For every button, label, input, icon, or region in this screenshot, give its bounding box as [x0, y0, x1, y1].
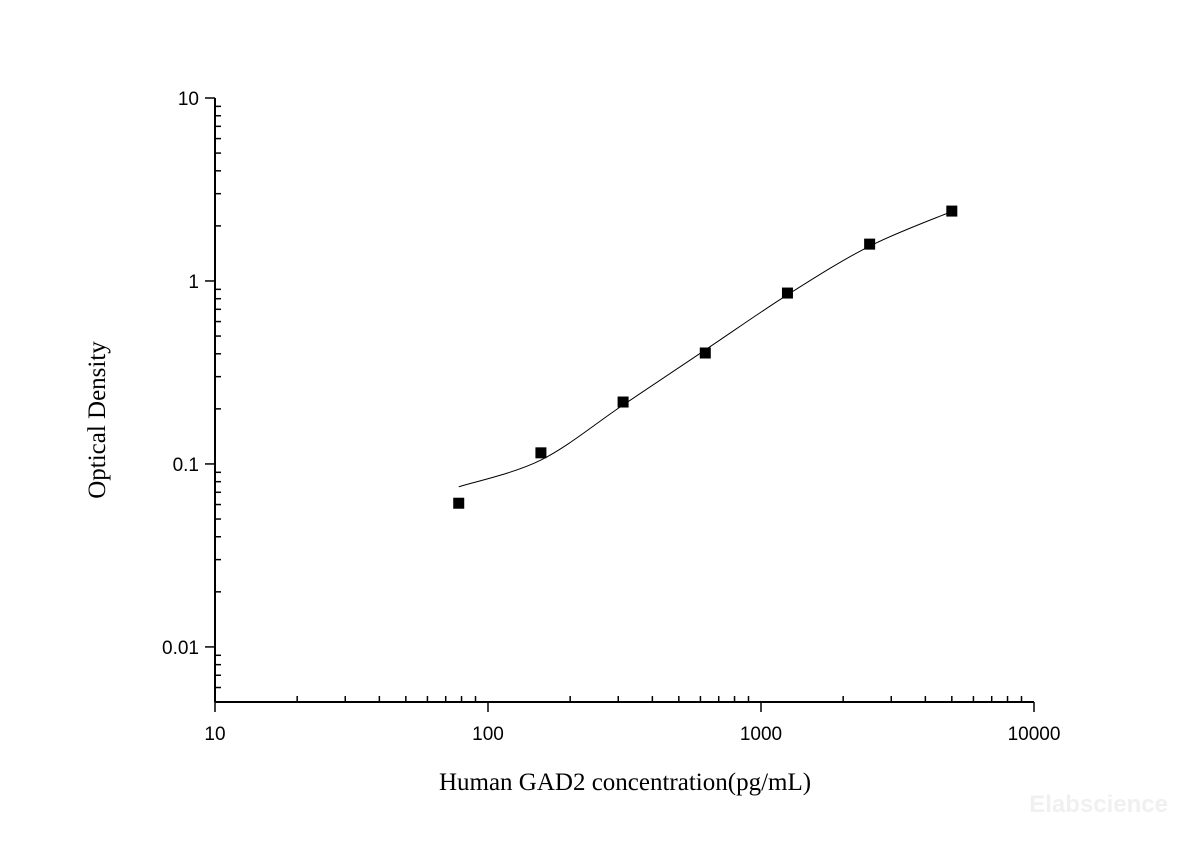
data-point [453, 497, 465, 509]
y-axis-title: Optical Density [84, 341, 111, 499]
tick-labels: 10 100 1000 10000 0.01 0.1 1 10 [162, 89, 1060, 745]
y-tick-label: 10 [178, 89, 199, 110]
data-point [699, 347, 711, 359]
x-tick-label: 10 [204, 724, 225, 745]
data-point [535, 447, 547, 459]
data-points [453, 205, 958, 509]
x-axis-title: Human GAD2 concentration(pg/mL) [439, 769, 811, 796]
watermark: Elabscience [1029, 791, 1168, 818]
data-point [617, 396, 629, 408]
data-point [781, 287, 793, 299]
axes [214, 98, 1034, 703]
data-point [864, 238, 876, 250]
y-tick-label: 0.01 [162, 638, 199, 659]
y-tick-label: 1 [188, 272, 199, 293]
x-tick-label: 1000 [740, 724, 782, 745]
ticks [205, 97, 1035, 712]
x-tick-label: 100 [472, 724, 504, 745]
y-tick-label: 0.1 [173, 455, 199, 476]
x-tick-label: 10000 [1008, 724, 1061, 745]
data-point [946, 205, 958, 217]
